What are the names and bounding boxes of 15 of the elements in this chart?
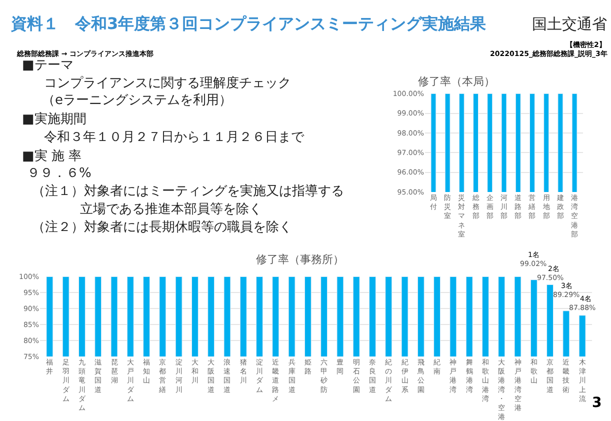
text: 3 (592, 395, 602, 411)
text: コンプライアンスに関する理解度チェック (44, 75, 291, 91)
text: 国土交通省 (532, 15, 607, 33)
text: （注２）対象者には長期休暇等の職員を除く (32, 219, 292, 235)
text: ■実施期間 (22, 111, 86, 127)
text: （注１）対象者にはミーティングを実施又は指導する (32, 183, 344, 199)
text: 立場である推進本部員等を除く (80, 201, 262, 217)
chart-title: 修了率（事務所） (256, 253, 344, 266)
text: 資料１ 令和3年度第３回コンプライアンスミーティング実施結果 (10, 14, 488, 33)
text: ９９．６% (27, 166, 92, 181)
text: （eラーニングシステムを利用） (42, 93, 232, 108)
text: ■実 施 率 (22, 148, 82, 164)
text: ■テーマ (22, 58, 74, 73)
text: 令和３年１０月２７日から１１月２６日まで (44, 130, 305, 145)
chart-title: 修了率（本局） (418, 75, 495, 88)
